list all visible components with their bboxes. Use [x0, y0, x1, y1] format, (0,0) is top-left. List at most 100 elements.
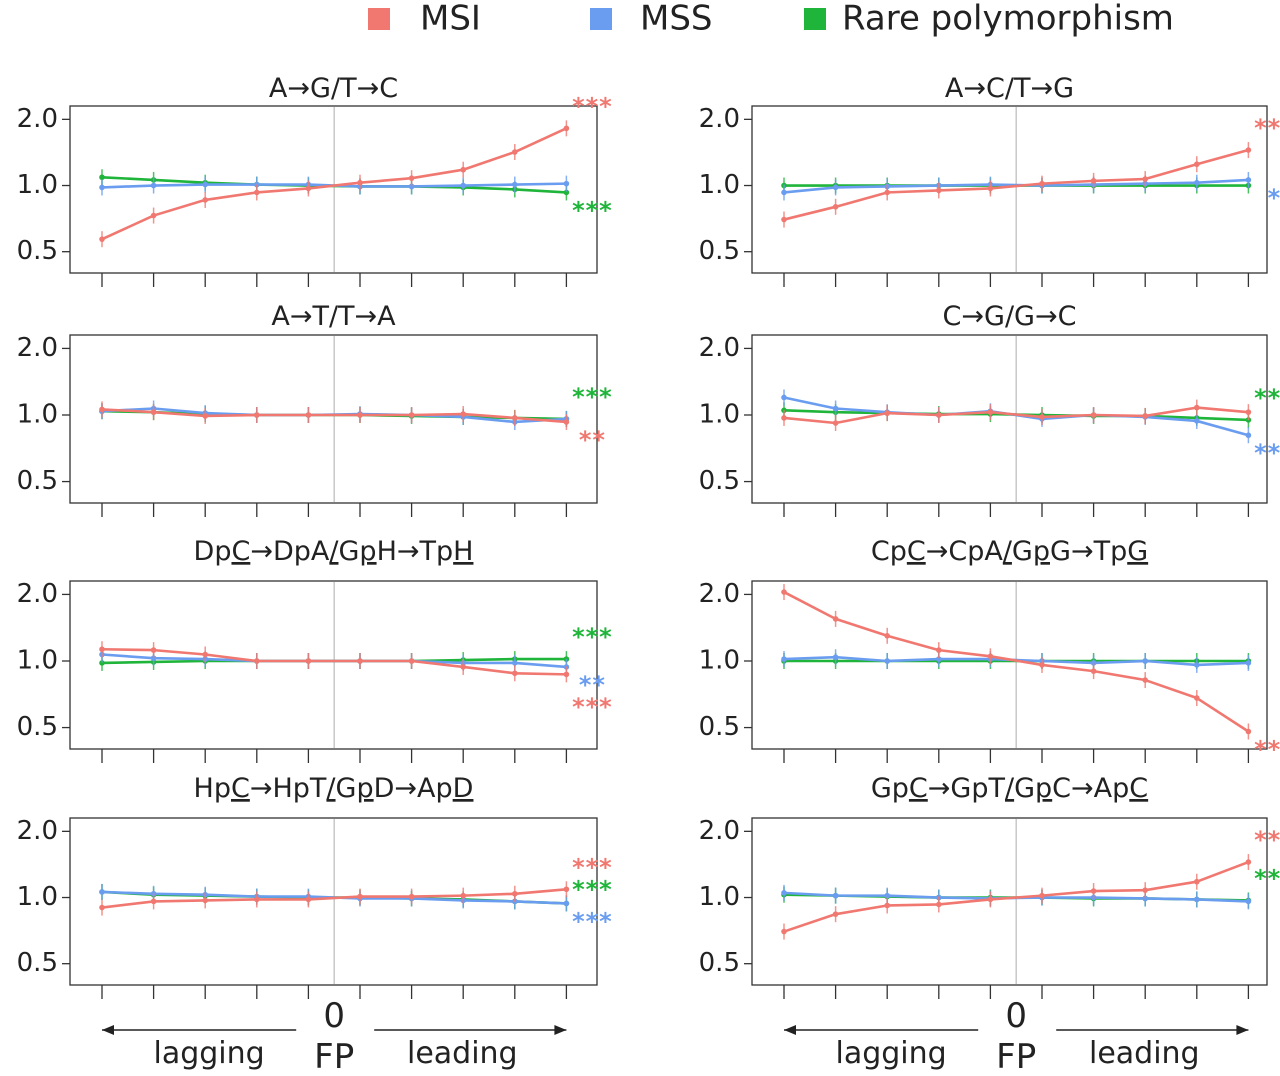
data-point: [1194, 695, 1200, 701]
panel-title: GpC→GpT/GpC→ApC: [871, 773, 1148, 804]
fp-label: FP: [314, 1037, 354, 1076]
panel-title-char: C: [1129, 773, 1148, 804]
legend-item-msi: MSI: [368, 0, 481, 39]
data-point: [305, 185, 312, 192]
plot-frame: [69, 580, 598, 750]
panel-title-char: C: [379, 73, 398, 104]
data-point: [202, 413, 208, 419]
series-line-msi: [783, 406, 1249, 425]
panel-title-char: p: [214, 536, 231, 567]
panel-title-char: G: [336, 773, 357, 804]
data-point: [1090, 412, 1097, 418]
significance-marker-rare-polymorphism: ***: [572, 196, 613, 224]
data-point: [305, 658, 312, 664]
data-point: [512, 890, 518, 897]
data-point: [1194, 161, 1200, 168]
plot-frame: [751, 817, 1268, 986]
data-point: [150, 655, 157, 661]
x-axis-annotation-2: 0FP lagging leading: [784, 996, 1249, 1076]
panel-title-char: T: [309, 773, 327, 804]
y-tick-label: 2.0: [699, 816, 740, 846]
panel-title-char: A: [984, 536, 1003, 567]
data-point: [781, 589, 787, 595]
data-point: [1194, 662, 1200, 668]
legend-item-rare-polymorphism: Rare polymorphism: [804, 0, 1174, 39]
data-point: [99, 174, 105, 181]
y-tick-label: 1.0: [17, 882, 58, 912]
data-point: [305, 896, 312, 903]
panel-title-char: p: [436, 773, 453, 804]
panel-a-to-g-t-to-c: A→G/T→C2.01.00.5******: [17, 73, 613, 287]
data-point: [936, 656, 942, 662]
panel-a-to-t-t-to-a: A→T/T→A2.01.00.5*****: [17, 301, 612, 517]
panel-title-char: p: [356, 773, 373, 804]
data-point: [832, 911, 839, 917]
panel-title-char: →: [397, 536, 420, 567]
data-point: [253, 658, 260, 664]
data-point: [563, 125, 570, 132]
legend-swatch-msi: [368, 8, 390, 30]
panel-title-char: G: [1053, 73, 1074, 104]
data-point: [563, 180, 570, 187]
data-point: [408, 893, 415, 900]
data-point: [99, 889, 105, 895]
data-point: [1142, 413, 1148, 419]
data-point: [1194, 878, 1200, 885]
data-point: [357, 179, 363, 186]
legend-label-msi: MSI: [420, 0, 481, 39]
panel-title-char: C: [1052, 773, 1071, 804]
legend-swatch-rare-polymorphism: [804, 8, 826, 30]
panel-title-char: T: [337, 301, 355, 332]
panel-title-char: /: [1005, 301, 1015, 332]
significance-marker-msi: **: [579, 426, 606, 454]
y-tick-label: 1.0: [17, 170, 58, 200]
data-point: [1142, 887, 1148, 893]
data-point: [1142, 658, 1148, 664]
data-point: [832, 654, 839, 661]
panel-title-char: C: [986, 73, 1005, 104]
x-axis-annotation-1: 0FP lagging leading: [102, 996, 567, 1076]
data-point: [408, 658, 415, 664]
data-point: [563, 900, 570, 907]
data-point: [884, 902, 890, 909]
y-tick-label: 0.5: [699, 236, 740, 266]
significance-marker-msi: ***: [572, 853, 613, 881]
data-point: [1194, 418, 1200, 424]
series-msi: [99, 120, 570, 248]
significance-marker-mss: **: [579, 671, 606, 699]
panel-title-char: C: [948, 536, 967, 567]
panel-title: HpC→HpT/GpD→ApD: [194, 773, 474, 804]
lagging-arrow-head: [102, 1025, 114, 1035]
data-point: [253, 896, 260, 903]
y-tick-label: 1.0: [699, 882, 740, 912]
data-point: [99, 660, 105, 666]
data-point: [884, 189, 890, 196]
panel-title-char: T: [1013, 73, 1031, 104]
panel-title-char: G: [984, 301, 1005, 332]
series-msi: [781, 584, 1252, 740]
series-line-msi: [783, 148, 1249, 221]
panel-title-char: /: [326, 773, 336, 804]
zero-label: 0: [323, 996, 345, 1036]
data-point: [563, 419, 570, 425]
plot-frame: [751, 580, 1268, 750]
data-point: [832, 204, 839, 210]
panel-title-char: T: [1093, 536, 1111, 567]
data-point: [305, 412, 312, 418]
data-point: [781, 656, 787, 662]
panel-title-char: →: [357, 73, 380, 104]
data-point: [408, 183, 415, 190]
series-msi: [781, 142, 1252, 228]
panel-title-char: /: [1003, 536, 1013, 567]
data-point: [460, 411, 467, 417]
leading-arrow-head: [554, 1025, 567, 1035]
data-point: [512, 149, 518, 155]
panel-title-char: A: [271, 301, 290, 332]
panel-title-char: G: [310, 73, 331, 104]
data-point: [202, 197, 208, 203]
plot-frame: [69, 817, 598, 986]
panels: A→G/T→C2.01.00.5******A→C/T→G2.01.00.5**…: [17, 73, 1280, 999]
data-point: [99, 904, 105, 911]
panel-title: CpC→CpA/GpG→TpG: [871, 536, 1148, 567]
